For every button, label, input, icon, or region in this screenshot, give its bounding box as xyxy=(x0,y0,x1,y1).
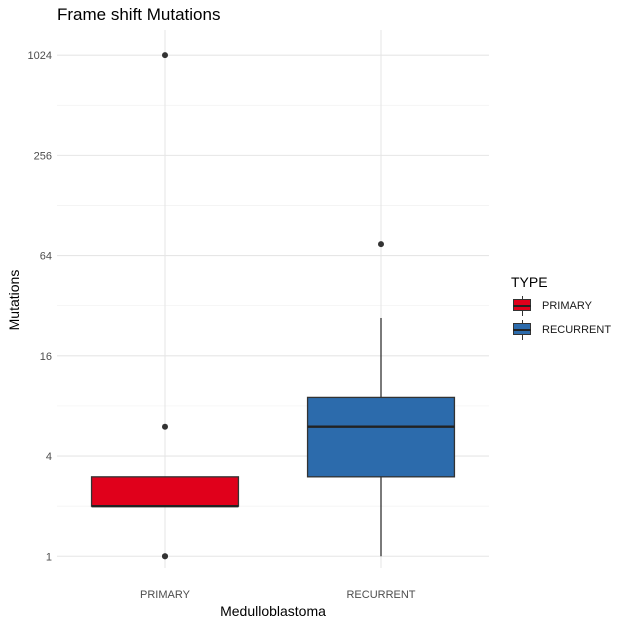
x-tick-label: PRIMARY xyxy=(140,589,191,601)
box xyxy=(306,396,456,478)
legend-title: TYPE xyxy=(511,274,548,290)
legend-label: PRIMARY xyxy=(542,300,592,312)
outlier-point xyxy=(378,241,384,248)
legend-item: PRIMARY xyxy=(511,295,592,317)
y-tick-label: 256 xyxy=(34,150,52,162)
x-axis-label: Medulloblastoma xyxy=(220,603,326,619)
y-tick-label: 16 xyxy=(40,351,52,363)
y-tick-label: 64 xyxy=(40,251,52,263)
legend-key xyxy=(511,295,535,317)
y-axis-label: Mutations xyxy=(6,269,22,331)
y-tick-label: 4 xyxy=(46,451,52,463)
outlier-point xyxy=(162,553,168,560)
box xyxy=(90,476,240,507)
y-tick-label: 1 xyxy=(46,551,52,563)
outlier-point xyxy=(162,423,168,430)
x-tick-label: RECURRENT xyxy=(346,589,415,601)
legend-key xyxy=(511,319,535,341)
y-tick-label: 1024 xyxy=(28,50,52,62)
legend-label: RECURRENT xyxy=(542,324,612,336)
chart-title: Frame shift Mutations xyxy=(57,5,221,24)
legend-item: RECURRENT xyxy=(511,319,611,341)
outlier-point xyxy=(162,52,168,59)
